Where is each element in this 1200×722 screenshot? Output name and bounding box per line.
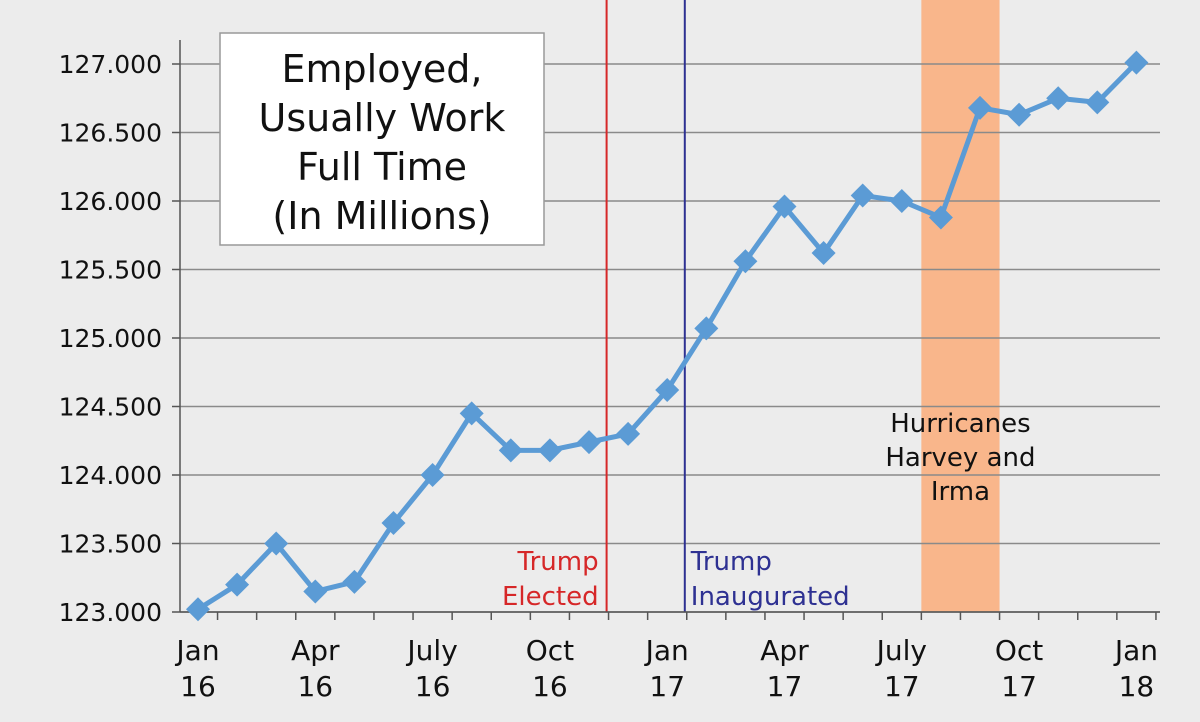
chart-title-line: (In Millions) (272, 194, 491, 238)
data-point-marker (772, 194, 797, 219)
data-point-marker (694, 316, 719, 341)
x-tick-label: Oct (526, 634, 574, 667)
x-tick-label: 16 (415, 670, 451, 703)
data-point-marker (264, 531, 289, 556)
data-point-marker (889, 189, 914, 213)
data-point-marker (811, 241, 836, 266)
annotation-label: Elected (502, 582, 599, 612)
x-tick-label: Jan (174, 634, 219, 667)
y-tick-label: 125.500 (59, 256, 162, 285)
y-tick-label: 123.500 (59, 530, 162, 559)
data-point-marker (1085, 90, 1110, 115)
chart-title-line: Employed, (281, 47, 482, 91)
x-tick-label: 18 (1119, 670, 1155, 703)
y-tick-label: 127.000 (59, 50, 162, 79)
data-point-marker (968, 95, 992, 120)
chart-title-line: Usually Work (259, 96, 506, 140)
y-tick-label: 124.000 (59, 461, 162, 490)
data-point-marker (1124, 50, 1149, 75)
x-tick-label: Jan (644, 634, 689, 667)
x-tick-label: July (875, 634, 927, 667)
series-layer (186, 50, 1149, 622)
x-tick-label: 16 (180, 670, 216, 703)
y-tick-label: 123.000 (59, 598, 162, 627)
x-tick-label: July (405, 634, 457, 667)
data-point-marker (655, 378, 680, 403)
text-layer: 123.000 123.500 124.000 124.500 125.000 125.5… (59, 50, 1158, 703)
data-point-marker (420, 463, 445, 487)
axes (172, 40, 1160, 620)
data-point-marker (498, 438, 523, 463)
y-tick-label: 124.500 (59, 393, 162, 422)
x-tick-label: 17 (767, 670, 803, 703)
title-box-frame (219, 32, 545, 246)
annotation-vline-layer (605, 0, 686, 612)
x-tick-label: Apr (760, 634, 809, 667)
y-tick-label: 126.000 (59, 187, 162, 216)
data-point-marker (459, 401, 484, 426)
x-tick-label: 17 (649, 670, 685, 703)
annotation-band-layer (921, 0, 1000, 612)
chart-title-line: Full Time (297, 145, 467, 189)
data-point-marker (1007, 102, 1032, 127)
data-point-marker (850, 183, 875, 208)
data-point-marker (303, 579, 328, 604)
hurricane-label: Harvey and (885, 443, 1035, 473)
annotation-label: Trump (690, 547, 772, 577)
data-point-marker (381, 510, 406, 535)
hurricane-band (921, 0, 1000, 612)
hurricane-label: Hurricanes (890, 409, 1030, 439)
data-point-marker (928, 205, 953, 230)
y-tick-label: 125.000 (59, 324, 162, 353)
annotation-label: Inaugurated (691, 582, 850, 612)
data-point-marker (537, 438, 562, 463)
data-point-marker (616, 421, 641, 446)
data-point-marker (225, 572, 250, 597)
x-tick-label: Jan (1113, 634, 1158, 667)
x-tick-label: 16 (532, 670, 568, 703)
x-tick-label: 17 (884, 670, 920, 703)
data-point-marker (733, 249, 758, 274)
x-tick-label: 17 (1001, 670, 1037, 703)
y-tick-label: 126.500 (59, 119, 162, 148)
data-point-marker (342, 569, 367, 594)
data-point-marker (186, 597, 210, 622)
title-box: Employed, Usually Work Full Time (In Millio… (219, 32, 545, 246)
data-point-marker (1046, 86, 1071, 111)
annotation-label: Trump (517, 547, 599, 577)
hurricane-label: Irma (931, 477, 990, 507)
x-tick-label: Apr (291, 634, 340, 667)
data-point-marker (577, 430, 601, 455)
x-tick-label: 16 (297, 670, 333, 703)
x-tick-label: Oct (995, 634, 1043, 667)
